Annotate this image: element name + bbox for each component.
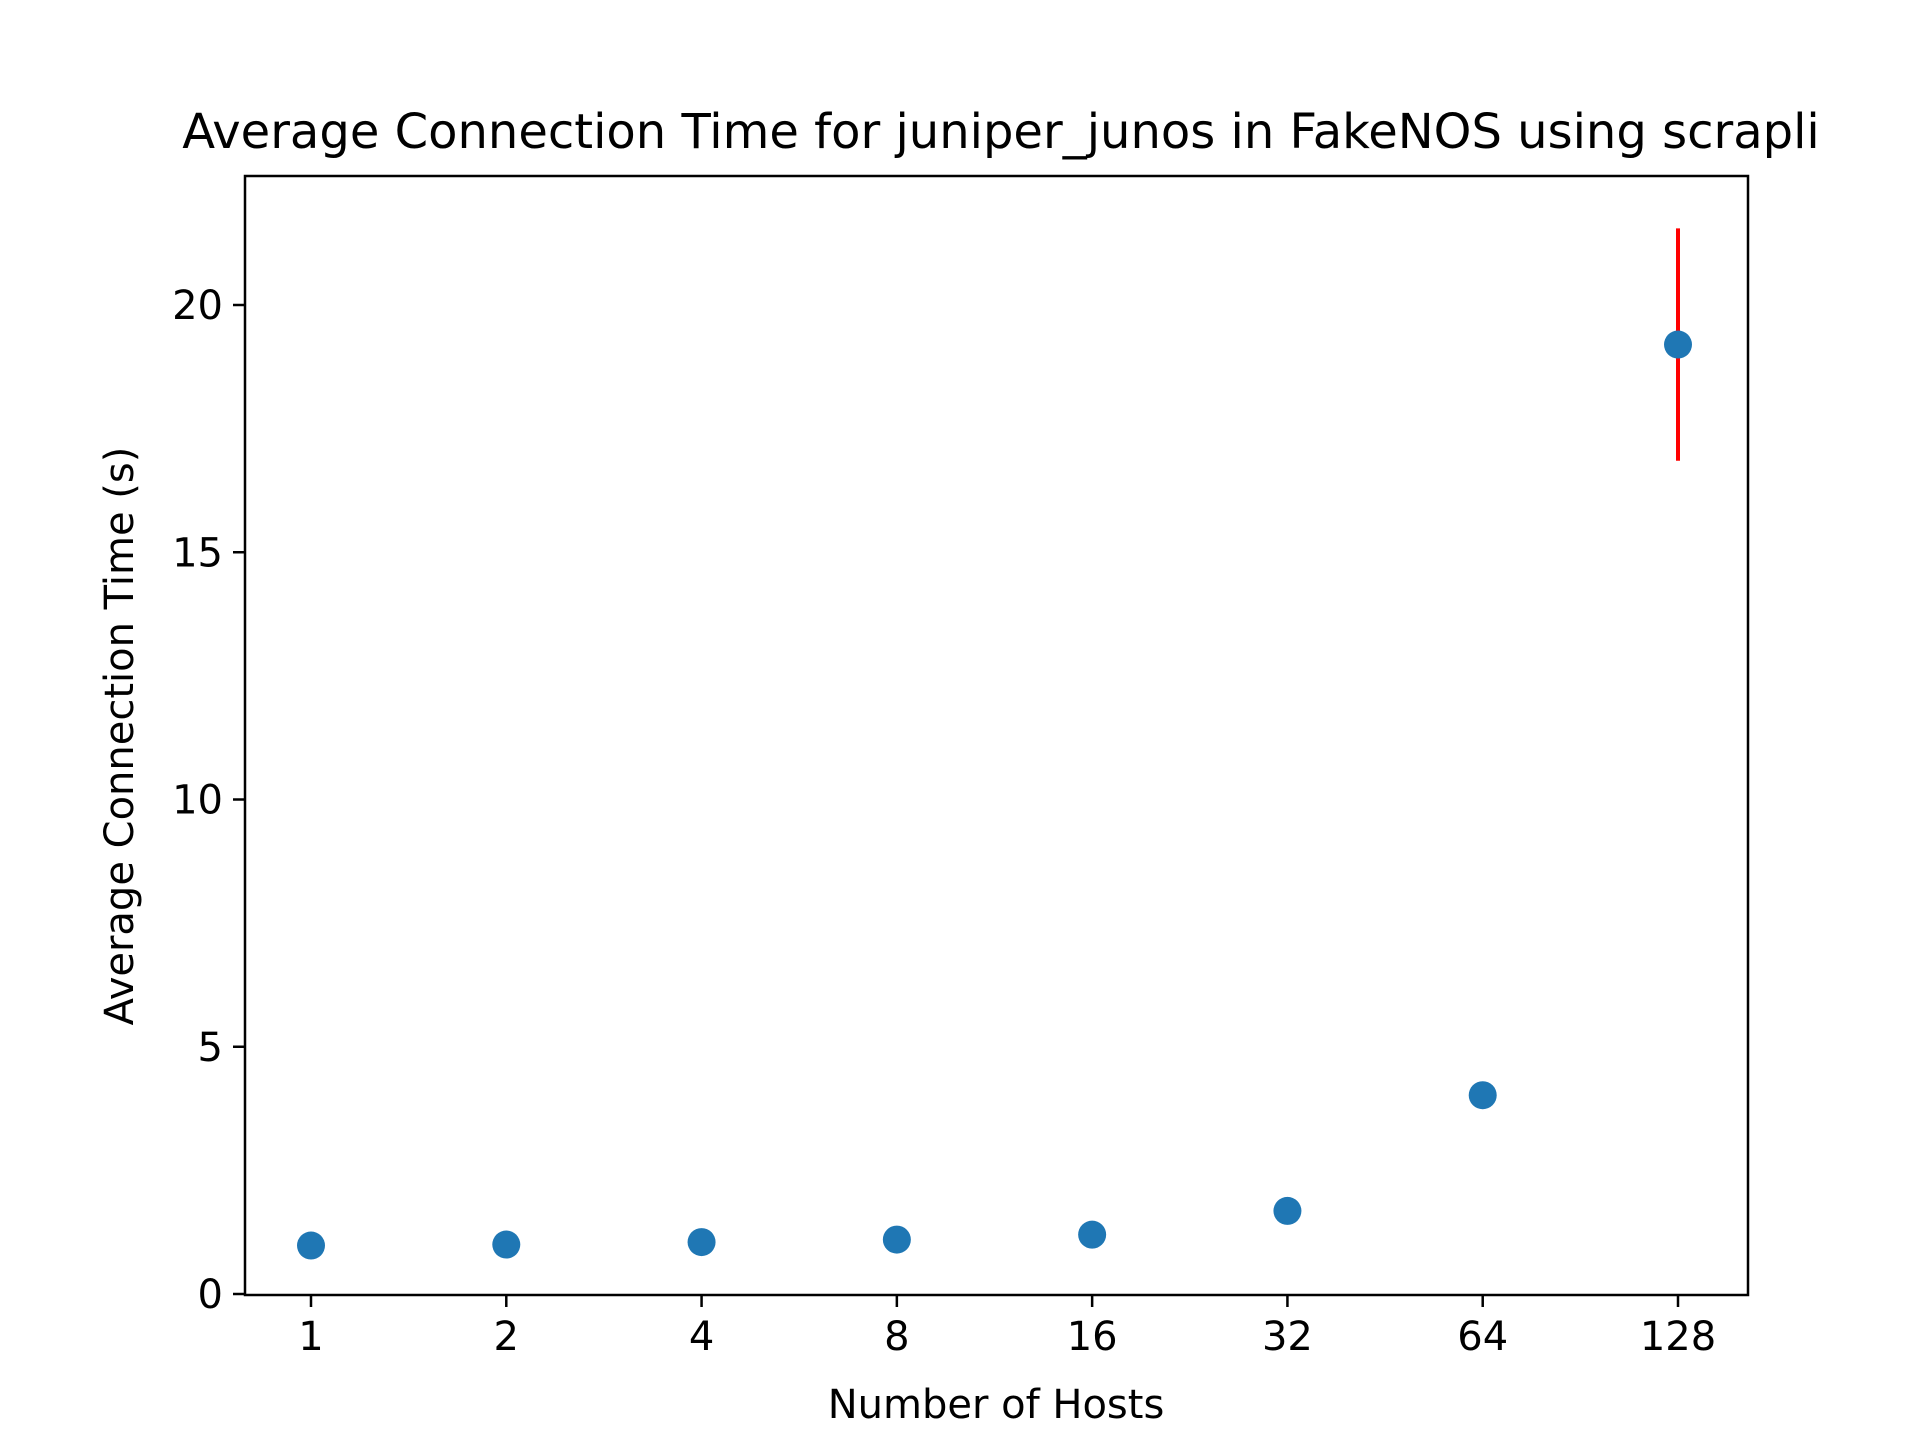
data-point	[1078, 1220, 1107, 1249]
x-tick-label: 2	[494, 1314, 519, 1360]
y-axis-label: Average Connection Time (s)	[97, 447, 143, 1026]
x-axis: 1 2 4 8 16 32 64 128	[298, 1295, 1716, 1360]
x-tick-label: 16	[1067, 1314, 1118, 1360]
data-point	[1468, 1081, 1497, 1110]
x-tick-label: 1	[298, 1314, 323, 1360]
y-tick-label: 0	[198, 1272, 223, 1318]
chart-title: Average Connection Time for juniper_juno…	[182, 104, 1820, 160]
x-tick-label: 32	[1262, 1314, 1313, 1360]
data-points	[297, 330, 1692, 1260]
y-tick-label: 15	[172, 530, 223, 576]
y-tick-label: 10	[172, 778, 223, 824]
data-point	[297, 1231, 325, 1260]
data-point	[687, 1228, 716, 1257]
data-point	[1664, 330, 1692, 359]
x-tick-label: 4	[689, 1314, 714, 1360]
x-axis-label: Number of Hosts	[828, 1382, 1165, 1428]
data-point	[492, 1230, 521, 1259]
plot-area-frame	[243, 174, 1750, 1297]
y-tick-label: 5	[198, 1025, 223, 1071]
y-axis: 0 5 10 15 20	[172, 283, 245, 1318]
y-tick-label: 20	[172, 283, 223, 329]
x-tick-label: 64	[1457, 1314, 1508, 1360]
x-tick-label: 128	[1640, 1314, 1716, 1360]
data-point	[882, 1225, 911, 1254]
x-tick-label: 8	[884, 1314, 909, 1360]
data-point	[1273, 1196, 1302, 1225]
